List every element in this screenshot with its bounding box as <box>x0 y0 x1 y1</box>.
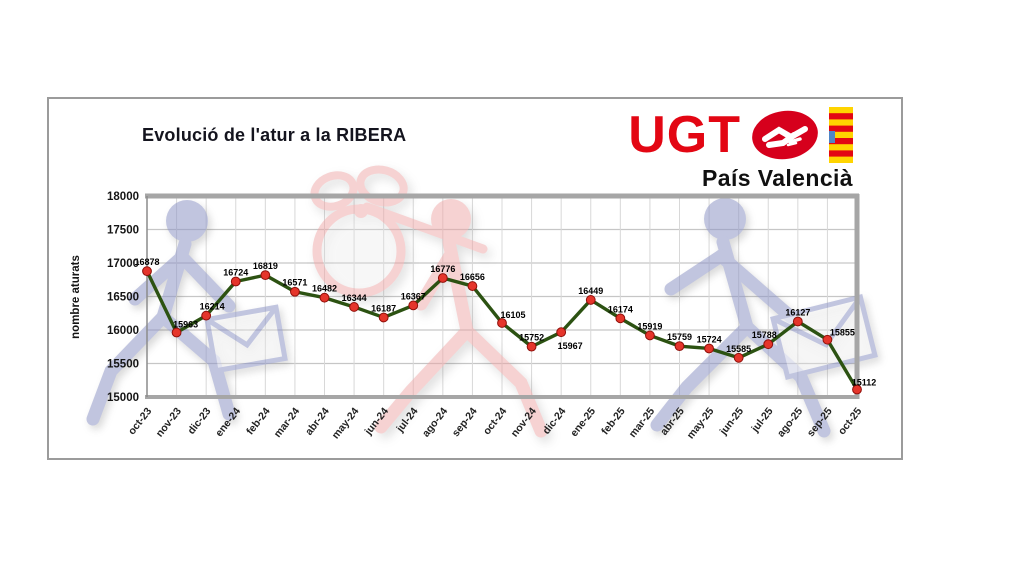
watermark-figures <box>86 165 878 438</box>
data-point <box>171 327 182 338</box>
plot-area-border <box>145 193 860 399</box>
data-point <box>645 330 655 341</box>
x-tick-label: ago-24 <box>420 405 450 439</box>
data-point <box>733 352 744 363</box>
data-point <box>674 341 685 352</box>
data-point <box>497 318 507 328</box>
y-tick-label: 17000 <box>107 258 139 270</box>
data-point <box>349 302 359 312</box>
data-point <box>852 384 862 395</box>
y-tick-label: 17500 <box>107 225 139 237</box>
data-point-label: 16819 <box>253 261 278 271</box>
data-point-label: 16724 <box>223 267 248 277</box>
data-point-label: 16105 <box>500 310 525 320</box>
x-tick-label: abr-24 <box>303 405 332 437</box>
data-point-label: 16571 <box>282 278 307 288</box>
y-tick-label: 15500 <box>107 359 139 371</box>
y-tick-label: 15000 <box>107 392 139 404</box>
data-point-label: 15759 <box>667 332 692 342</box>
data-point <box>319 292 330 303</box>
x-tick-label: sep-24 <box>450 405 480 439</box>
data-point <box>201 310 212 321</box>
walking-worker-figure-left <box>86 200 288 426</box>
handshake-icon <box>752 110 818 160</box>
y-axis-title: nombre aturats <box>70 255 82 339</box>
data-point-label: 16187 <box>371 303 396 313</box>
data-point <box>704 343 714 354</box>
data-point <box>585 295 596 305</box>
chart-panel: Evolució de l'atur a la RIBERA UGT <box>47 97 903 460</box>
x-tick-label: feb-24 <box>244 405 273 437</box>
data-point <box>437 273 448 283</box>
x-tick-label: feb-25 <box>599 405 628 437</box>
data-point-label: 15919 <box>637 321 662 331</box>
data-point-label: 16174 <box>608 304 633 314</box>
data-point <box>615 313 626 324</box>
data-point <box>763 339 774 350</box>
data-point-label: 15963 <box>173 319 198 329</box>
x-tick-label: may-24 <box>330 405 362 441</box>
data-point-label: 16878 <box>134 257 159 267</box>
data-point-label: 15788 <box>752 330 777 340</box>
data-point <box>290 286 300 297</box>
data-point-label: 15112 <box>852 377 877 387</box>
x-tick-label: dic-23 <box>185 405 213 436</box>
data-point-label: 15724 <box>697 334 722 344</box>
x-tick-label: dic-24 <box>540 405 568 436</box>
data-point <box>142 266 152 277</box>
briefcase-icon <box>204 304 288 374</box>
data-point <box>408 300 419 311</box>
x-tick-label: oct-24 <box>481 405 510 437</box>
ugt-logo-row: UGT <box>628 107 853 163</box>
x-tick-label: jul-25 <box>749 405 776 435</box>
data-point <box>822 334 833 345</box>
data-point-label: 16656 <box>460 272 485 282</box>
data-point-label: 15752 <box>519 333 544 343</box>
data-point-label: 15855 <box>830 328 855 338</box>
ugt-logo-text: UGT <box>628 106 741 164</box>
data-point-label: 16482 <box>312 284 337 294</box>
logo-region-text: País Valencià <box>702 165 853 191</box>
x-tick-label: nov-23 <box>154 405 184 439</box>
bindle-sack-icon <box>310 165 408 298</box>
y-tick-label: 16500 <box>107 292 139 304</box>
data-point-label: 16344 <box>342 293 367 303</box>
y-tick-label: 18000 <box>107 191 139 203</box>
data-point-label: 16214 <box>200 302 225 312</box>
y-tick-label: 16000 <box>107 325 139 337</box>
x-tick-label: oct-23 <box>126 405 155 437</box>
senyera-flag-icon <box>829 107 853 163</box>
data-point <box>467 281 478 291</box>
data-point-label: 15585 <box>726 344 751 354</box>
walking-figure-with-bindle <box>310 165 548 438</box>
x-tick-label: jun-25 <box>717 405 746 438</box>
data-point <box>378 312 389 323</box>
data-point-label: 16127 <box>785 307 810 317</box>
data-point-label: 16449 <box>578 286 603 296</box>
x-tick-label: ene-25 <box>568 405 598 439</box>
data-point <box>260 270 271 281</box>
ugt-logo: UGT País Valencià <box>628 107 853 192</box>
data-point-label: 15967 <box>558 341 583 351</box>
data-point <box>556 327 567 338</box>
data-point-label: 16776 <box>430 264 455 274</box>
x-tick-label: ago-25 <box>775 405 805 439</box>
data-point <box>526 341 537 352</box>
data-point <box>230 276 241 287</box>
data-point <box>792 316 803 327</box>
x-tick-label: may-25 <box>685 405 717 441</box>
chart-title: Evolució de l'atur a la RIBERA <box>142 125 407 145</box>
data-point-label: 16367 <box>401 291 426 301</box>
x-tick-label: oct-25 <box>836 405 865 437</box>
x-tick-label: mar-24 <box>272 405 303 440</box>
